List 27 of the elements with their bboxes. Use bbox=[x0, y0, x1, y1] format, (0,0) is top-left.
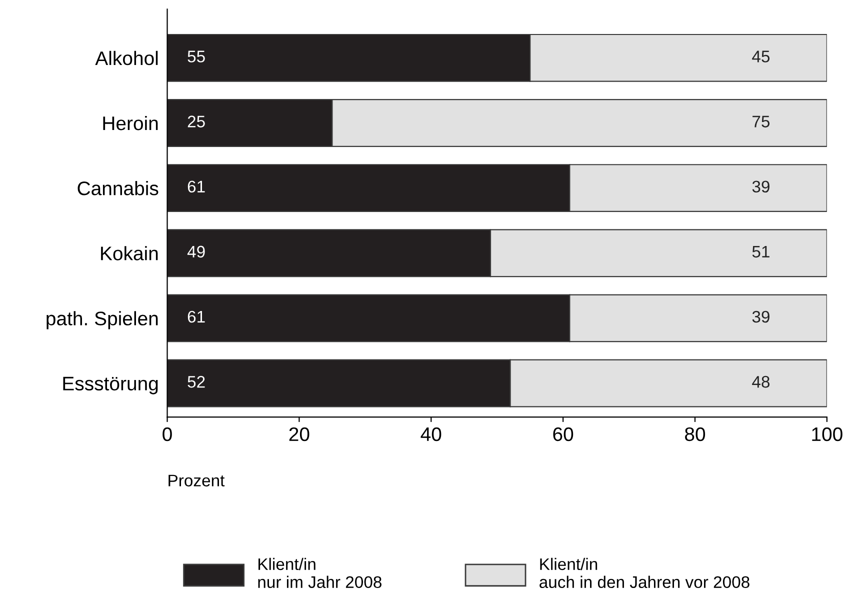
x-tick-label: 80 bbox=[685, 427, 706, 442]
data-label: 39 bbox=[752, 310, 770, 323]
data-label: 49 bbox=[187, 246, 205, 258]
x-tick-label: 60 bbox=[553, 427, 574, 442]
y-tick-label: path. Spielen bbox=[46, 311, 158, 330]
data-label: 55 bbox=[188, 50, 205, 62]
legend-label: Klient/in nur im Jahr 2008 bbox=[258, 558, 382, 588]
y-tick-label: Cannabis bbox=[78, 181, 158, 196]
x-tick-label: 40 bbox=[420, 427, 442, 442]
data-label: 75 bbox=[752, 116, 770, 128]
y-tick-label: Kokain bbox=[101, 246, 158, 260]
data-label: 25 bbox=[188, 116, 205, 128]
data-label: 51 bbox=[752, 246, 770, 258]
data-label: 61 bbox=[188, 310, 205, 323]
x-tick-label: 20 bbox=[289, 427, 310, 442]
data-label: 61 bbox=[188, 180, 205, 193]
data-label: 45 bbox=[752, 50, 770, 62]
x-tick-label: 100 bbox=[812, 427, 842, 442]
y-tick-label: Alkohol bbox=[95, 50, 158, 66]
legend-label: Klient/in auch in den Jahren vor 2008 bbox=[540, 558, 750, 588]
data-label: 52 bbox=[188, 376, 205, 388]
x-tick-label: 0 bbox=[162, 427, 172, 442]
x-axis-title: Prozent bbox=[168, 474, 225, 486]
y-tick-label: Heroin bbox=[103, 116, 158, 130]
y-tick-label: Essstörung bbox=[63, 376, 158, 394]
data-label: 39 bbox=[752, 180, 770, 193]
data-label: 48 bbox=[752, 376, 770, 388]
